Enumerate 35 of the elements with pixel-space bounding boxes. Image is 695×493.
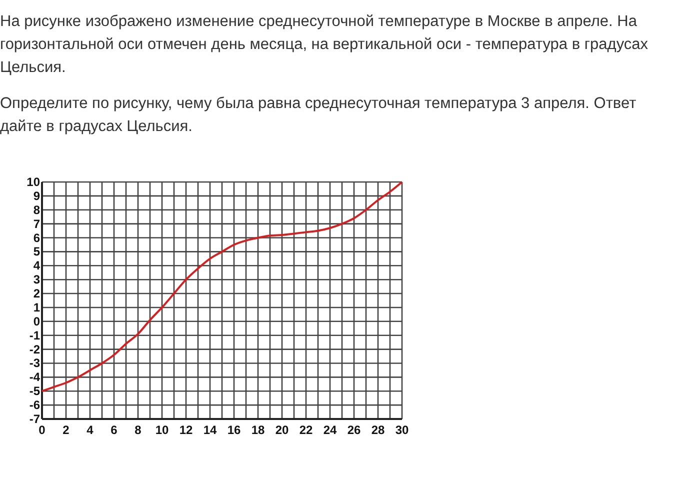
y-tick-label: 1 bbox=[33, 300, 40, 314]
chart-subtitle: Определите по рисунку, чему была равна среднесуточная температура 3 апреля. Ответ дайте в градусах Цельсия. bbox=[0, 94, 638, 137]
x-tick-label: 28 bbox=[371, 423, 385, 437]
x-tick-label: 30 bbox=[395, 423, 409, 437]
x-tick-label: 22 bbox=[299, 423, 313, 437]
y-tick-label: 9 bbox=[33, 188, 40, 203]
x-tick-label: 4 bbox=[86, 423, 94, 437]
y-tick-label: 7 bbox=[33, 216, 40, 231]
y-tick-label: -4 bbox=[29, 370, 40, 384]
x-tick-label: 6 bbox=[110, 423, 118, 437]
y-tick-label: 2 bbox=[33, 286, 40, 301]
x-tick-label: 26 bbox=[347, 423, 361, 437]
y-tick-label: -2 bbox=[29, 342, 40, 356]
x-tick-label: 20 bbox=[275, 423, 289, 437]
y-tick-label: 5 bbox=[33, 244, 40, 259]
y-tick-label: 8 bbox=[33, 202, 40, 217]
x-tick-label: 24 bbox=[323, 423, 337, 437]
x-tick-label: 10 bbox=[155, 423, 169, 437]
y-tick-label: -5 bbox=[29, 384, 40, 398]
y-tick-label: 3 bbox=[33, 272, 40, 287]
x-tick-label: 12 bbox=[179, 423, 193, 437]
y-tick-label: -7 bbox=[29, 412, 40, 426]
y-tick-label: -6 bbox=[29, 398, 40, 412]
y-tick-label: 0 bbox=[33, 314, 40, 328]
y-tick-label: 6 bbox=[33, 230, 40, 245]
x-tick-label: 14 bbox=[203, 423, 217, 437]
x-tick-label: 8 bbox=[134, 423, 142, 437]
chart-title: На рисунке изображено изменение среднесуточной температуре в Москве в апреле. На горизонтальной оси отмечен день месяца, на вертикальной оси - температура в градусах Цельсия. bbox=[0, 12, 650, 78]
y-tick-label: 4 bbox=[33, 258, 40, 273]
x-tick-label: 16 bbox=[227, 423, 241, 437]
y-tick-label: 10 bbox=[26, 175, 40, 189]
x-tick-label: 18 bbox=[251, 423, 265, 437]
x-tick-label: 2 bbox=[62, 423, 70, 437]
y-tick-label: -1 bbox=[29, 328, 40, 342]
y-tick-label: -3 bbox=[29, 356, 40, 370]
